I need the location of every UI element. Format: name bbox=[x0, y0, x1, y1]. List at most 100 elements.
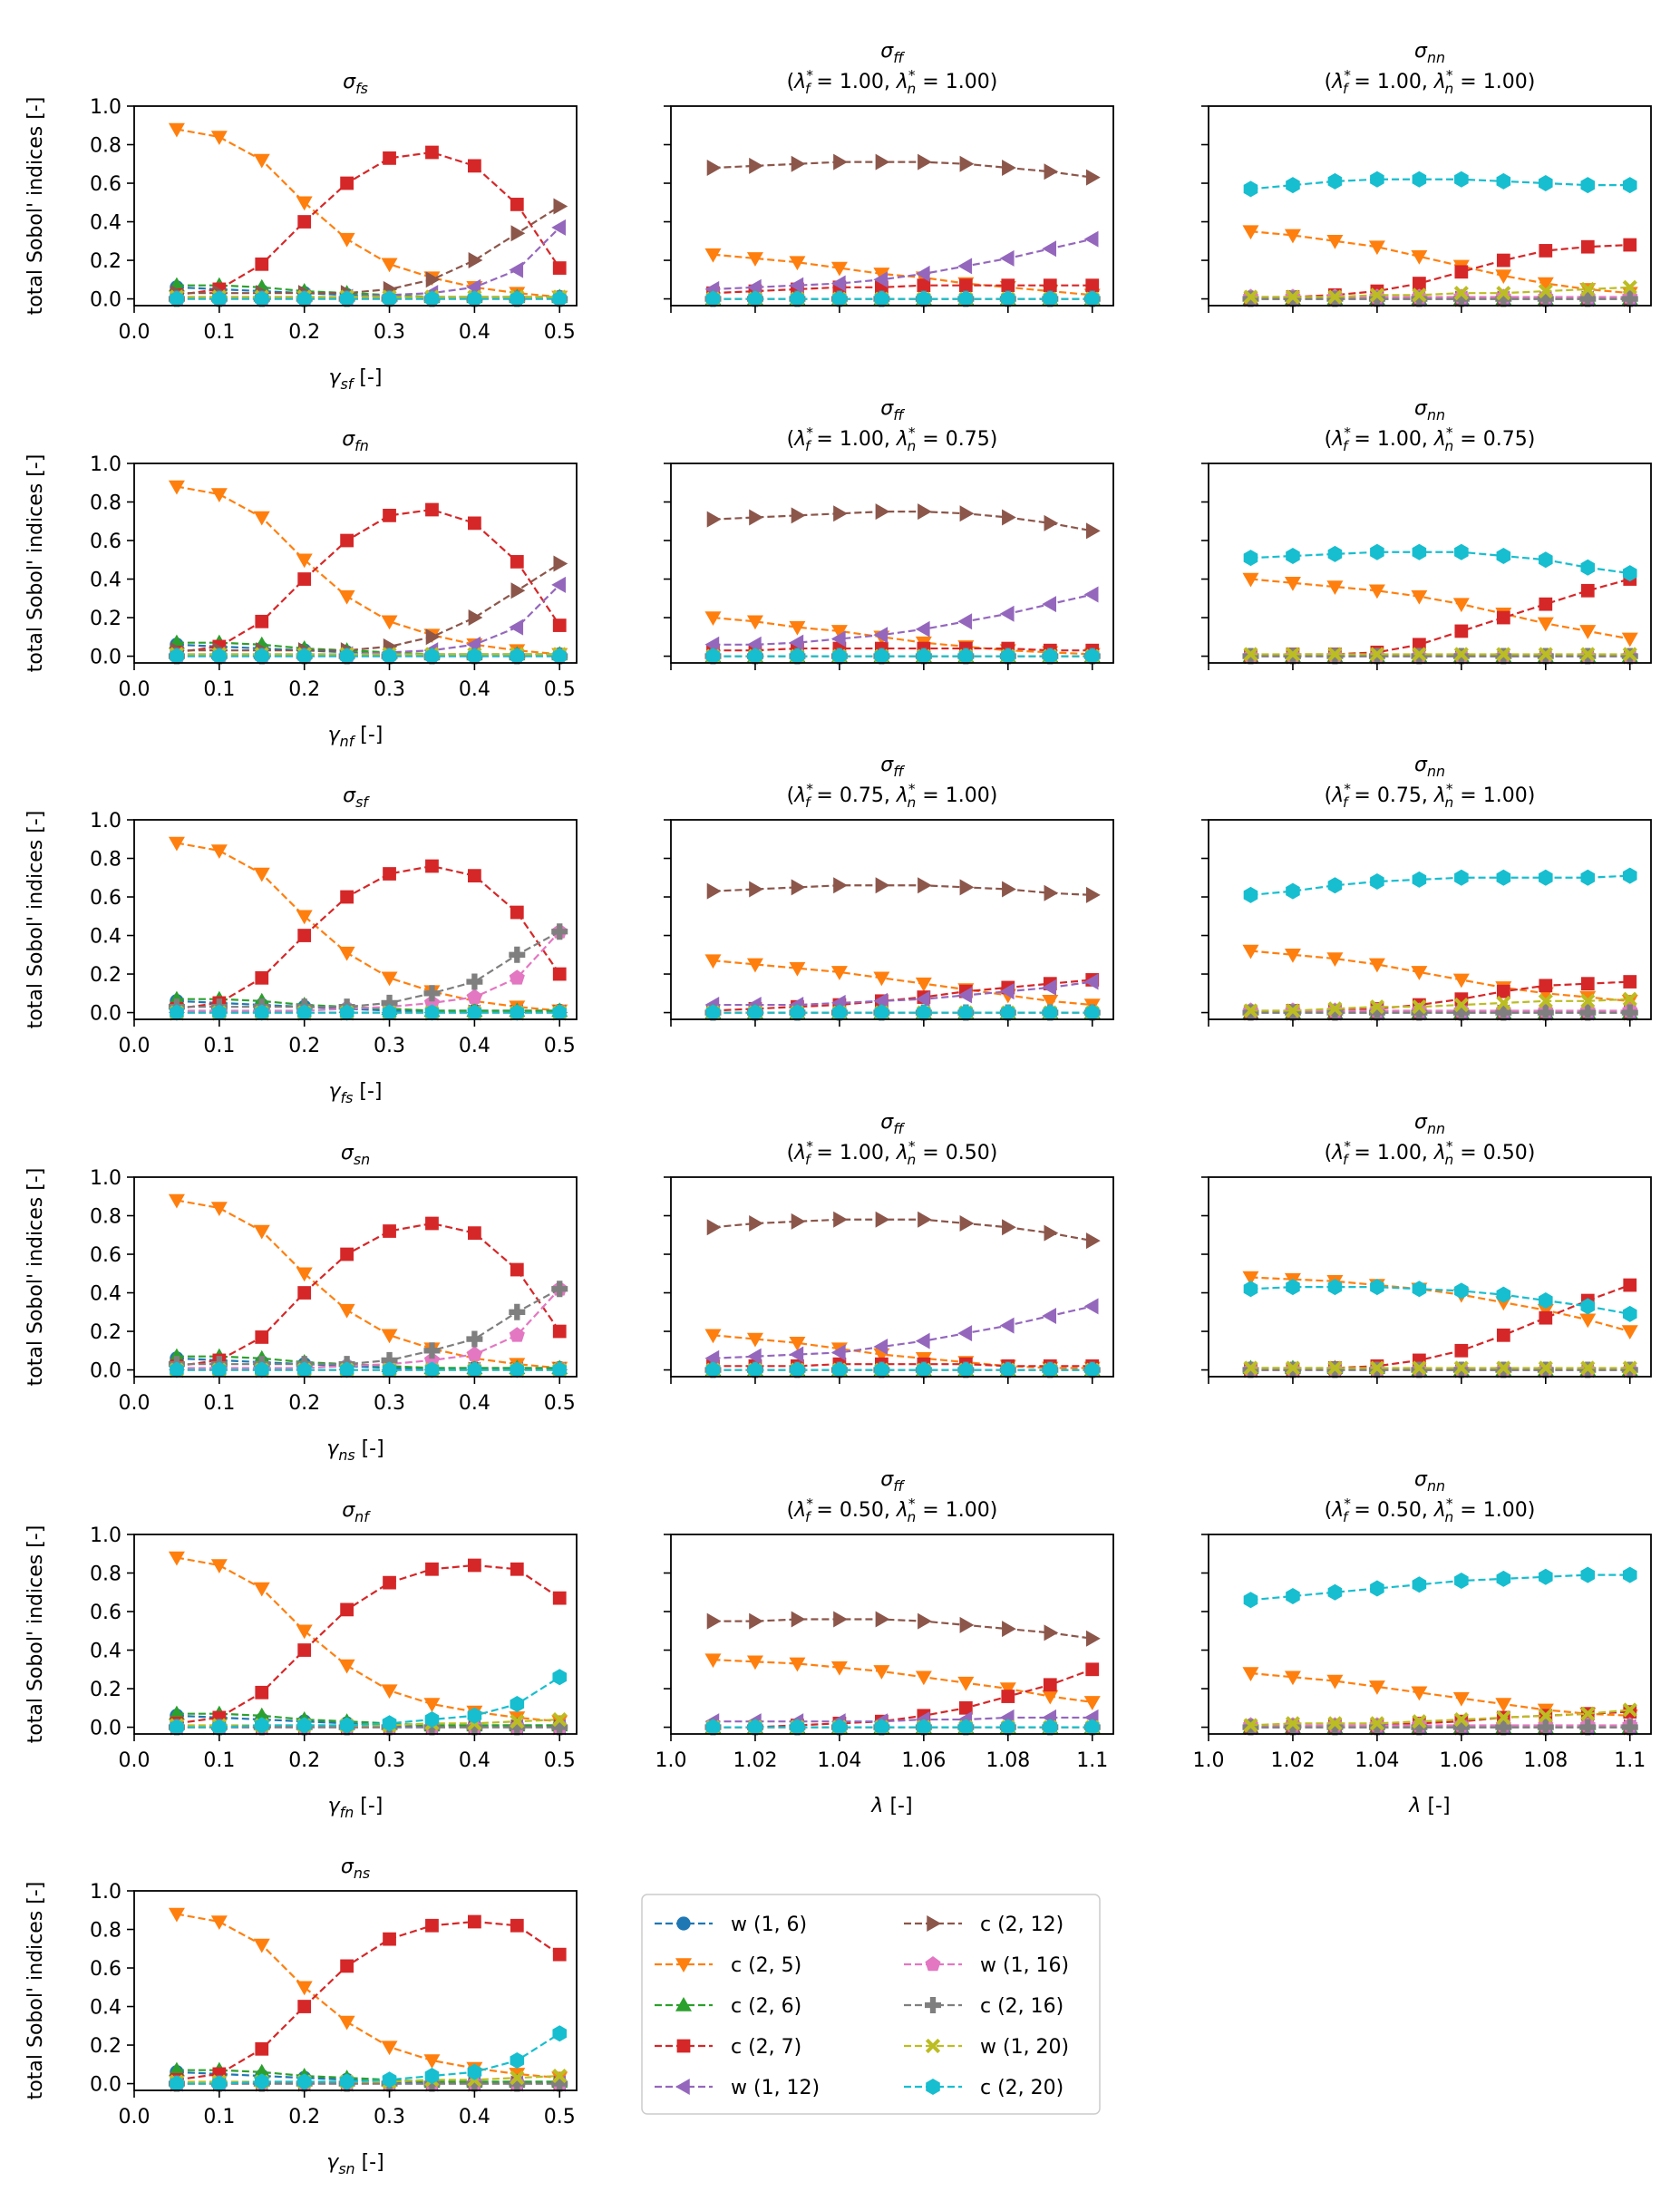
series-c-2-20 bbox=[705, 1361, 1100, 1378]
legend-marker bbox=[926, 2079, 940, 2095]
x-tick-label: 0.2 bbox=[288, 1392, 320, 1415]
x-tick-label: 0.0 bbox=[119, 321, 151, 344]
data-point bbox=[1622, 1305, 1637, 1322]
data-point bbox=[254, 1361, 269, 1378]
data-point bbox=[467, 2063, 482, 2080]
data-point bbox=[423, 2054, 441, 2070]
series-c-2-12 bbox=[170, 555, 568, 659]
subplot-ff-10: σff(λ* f = 1.00, λ* n = 0.50) bbox=[664, 1111, 1114, 1384]
panel-title: σnn bbox=[1414, 397, 1445, 424]
data-point bbox=[1538, 647, 1553, 662]
data-point bbox=[466, 1719, 483, 1736]
data-point bbox=[915, 977, 932, 992]
data-point bbox=[168, 122, 185, 138]
data-point bbox=[875, 153, 890, 170]
y-tick-label: 0.2 bbox=[90, 1679, 121, 1701]
subplot-ff-1: σff(λ* f = 1.00, λ* n = 1.00) bbox=[664, 40, 1114, 313]
data-point bbox=[339, 1717, 354, 1734]
data-point bbox=[830, 966, 848, 980]
axes-frame bbox=[1208, 463, 1652, 664]
series-c-2-5 bbox=[168, 480, 568, 663]
series-line bbox=[713, 1218, 1092, 1242]
data-point bbox=[746, 1332, 763, 1348]
data-point bbox=[1413, 277, 1426, 290]
data-point bbox=[510, 1696, 525, 1713]
y-tick-label: 0.6 bbox=[90, 1602, 121, 1624]
data-point bbox=[383, 867, 396, 881]
data-point bbox=[1370, 543, 1384, 560]
y-tick-label: 0.2 bbox=[90, 1321, 121, 1344]
series-c-2-6 bbox=[704, 1004, 1101, 1019]
data-point bbox=[254, 1004, 269, 1021]
data-point bbox=[917, 290, 931, 307]
data-point bbox=[339, 648, 354, 665]
data-point bbox=[425, 859, 439, 873]
subplot-nn-5: σnn(λ* f = 1.00, λ* n = 0.75) bbox=[1201, 397, 1652, 670]
data-point bbox=[832, 648, 847, 665]
data-point bbox=[1496, 286, 1511, 301]
series-c-2-20 bbox=[705, 1719, 1100, 1736]
data-point bbox=[424, 648, 440, 665]
series-w-1-16 bbox=[169, 1281, 568, 1375]
series-line bbox=[713, 511, 1092, 532]
data-point bbox=[1412, 1576, 1427, 1593]
data-point bbox=[917, 1719, 931, 1736]
data-point bbox=[296, 553, 313, 569]
plot-area bbox=[168, 480, 568, 665]
data-point bbox=[1368, 290, 1385, 307]
data-point bbox=[423, 1351, 441, 1368]
data-point bbox=[1369, 1716, 1385, 1731]
data-point bbox=[958, 290, 974, 307]
data-point bbox=[1243, 1592, 1258, 1609]
series-line bbox=[713, 1363, 1092, 1368]
data-point bbox=[1539, 244, 1553, 258]
data-point bbox=[212, 648, 227, 665]
data-point bbox=[1284, 949, 1301, 963]
data-point bbox=[1580, 559, 1596, 576]
data-point bbox=[748, 1361, 762, 1378]
data-point bbox=[1411, 1686, 1428, 1701]
panel-title: σsf bbox=[343, 784, 370, 811]
y-tick-label: 0.8 bbox=[90, 1920, 121, 1943]
series-line bbox=[176, 842, 560, 1012]
y-tick-label: 0.6 bbox=[90, 1958, 121, 1981]
data-point bbox=[296, 910, 313, 925]
legend-item: c (2, 20) bbox=[904, 2077, 1063, 2099]
data-point bbox=[468, 609, 483, 627]
data-point bbox=[466, 989, 482, 1004]
data-point bbox=[1580, 1566, 1596, 1583]
plot-area bbox=[168, 122, 568, 307]
data-point bbox=[1327, 545, 1343, 562]
x-tick-label: 0.3 bbox=[374, 321, 405, 344]
legend-frame bbox=[641, 1894, 1101, 2115]
data-point bbox=[254, 648, 269, 665]
data-point bbox=[999, 983, 1015, 1000]
x-tick-label: 0.1 bbox=[203, 1392, 235, 1415]
data-point bbox=[1083, 1696, 1101, 1710]
data-point bbox=[338, 2015, 355, 2031]
data-point bbox=[1042, 1690, 1059, 1705]
data-point bbox=[790, 1004, 805, 1021]
data-point bbox=[1085, 1662, 1100, 1677]
legend-label: w (1, 12) bbox=[731, 2077, 820, 2099]
data-point bbox=[510, 2052, 525, 2070]
data-point bbox=[552, 2025, 568, 2042]
series-c-2-5 bbox=[168, 122, 568, 306]
data-point bbox=[210, 488, 228, 503]
legend-marker bbox=[675, 1997, 692, 2011]
data-point bbox=[255, 257, 269, 271]
subplot-sn-9: 0.0 0.2 0.4 0.6 0.8 1.0 0.0 0.1 0.2 0.3 0.4 0.5 σsn γ… bbox=[24, 1142, 578, 1464]
data-point bbox=[832, 1719, 847, 1736]
data-point bbox=[791, 1213, 806, 1230]
y-axis-label: total Sobol' indices [-] bbox=[24, 1525, 47, 1744]
data-point bbox=[958, 1719, 974, 1736]
data-point bbox=[381, 1329, 398, 1344]
data-point bbox=[253, 1224, 270, 1240]
data-point bbox=[381, 1684, 398, 1700]
data-point bbox=[874, 290, 889, 307]
legend-item: c (2, 12) bbox=[904, 1914, 1063, 1936]
axes-frame bbox=[670, 463, 1114, 664]
plot-area bbox=[704, 1611, 1101, 1736]
data-point bbox=[168, 836, 185, 852]
